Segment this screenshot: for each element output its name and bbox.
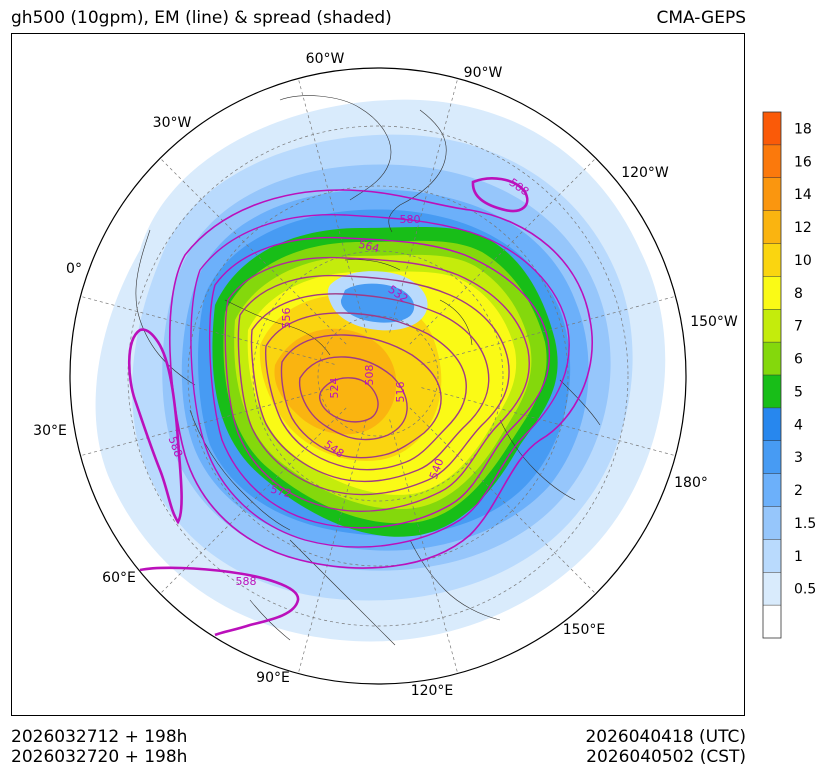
contour-label: 580 [400, 213, 421, 226]
spread-shade-core-north-inner [340, 283, 415, 323]
meridian-line [409, 407, 597, 595]
map-frame [11, 33, 745, 716]
contour-label: 572 [269, 483, 293, 501]
lon-label-150w: 150°W [690, 314, 738, 330]
meridian-line [389, 419, 459, 674]
colorbar-swatch [763, 144, 781, 178]
colorbar-swatch [763, 309, 781, 343]
lon-label-60e: 60°E [102, 570, 136, 586]
meridian-line [421, 295, 676, 365]
meridian-line [297, 419, 367, 674]
colorbar-label: 6 [794, 352, 803, 368]
init-time-utc: 2026032712 + 198h [11, 727, 188, 747]
lon-label-120e: 120°E [411, 683, 454, 699]
lon-label-60w: 60°W [306, 51, 345, 67]
init-time-cst: 2026032720 + 198h [11, 747, 188, 767]
colorbar-swatch [763, 177, 781, 211]
contour-label: 564 [357, 238, 381, 256]
colorbar-swatch [763, 112, 781, 145]
colorbar-label: 18 [794, 121, 812, 137]
colorbar-swatch [763, 473, 781, 507]
colorbar-label: 10 [794, 253, 812, 269]
colorbar-swatch [763, 506, 781, 540]
longitude-label-group: 60°W 90°W 30°W 120°W 0° 150°W 30°E 180° … [33, 51, 738, 699]
colorbar-label: 0.5 [794, 582, 816, 598]
valid-time-cst: 2026040502 (CST) [586, 747, 746, 767]
colorbar-label: 3 [794, 450, 803, 466]
lon-label-150e: 150°E [563, 622, 606, 638]
meridian-line [80, 295, 335, 365]
meridian-line [159, 157, 347, 345]
valid-time-utc: 2026040418 (UTC) [585, 727, 746, 747]
init-time-block: 2026032712 + 198h 2026032720 + 198h [11, 727, 187, 767]
map-boundary [69, 67, 687, 685]
meridian-line [389, 78, 459, 333]
colorbar-label: 1 [794, 549, 803, 565]
contour-label: 524 [328, 378, 341, 399]
meridian-line [409, 157, 597, 345]
lon-label-90e: 90°E [256, 670, 290, 686]
model-name: CMA-GEPS [656, 8, 746, 28]
lon-label-30w: 30°W [153, 115, 192, 131]
chart-title: gh500 (10gpm), EM (line) & spread (shade… [11, 8, 392, 28]
contour-label: 556 [280, 308, 293, 329]
colorbar-label: 4 [794, 417, 803, 433]
colorbar-label: 12 [794, 220, 812, 236]
colorbar-label: 2 [794, 483, 803, 499]
colorbar-label: 8 [794, 286, 803, 302]
spread-shade-12 [274, 328, 397, 435]
lon-label-120w: 120°W [621, 165, 669, 181]
colorbar-swatch [763, 440, 781, 474]
colorbar-label: 16 [794, 154, 812, 170]
colorbar-swatch [763, 342, 781, 375]
lon-label-90w: 90°W [464, 65, 503, 81]
colorbar-label: 5 [794, 384, 803, 400]
contour-label-group: 588 580 564 532 556 508 524 516 548 540 … [166, 176, 532, 588]
meridian-line [297, 78, 367, 333]
meridian-line [421, 387, 676, 457]
lon-label-0: 0° [66, 261, 82, 277]
meridian-line [159, 407, 347, 595]
contour-label: 508 [363, 365, 376, 386]
colorbar-swatch [763, 243, 781, 277]
colorbar-swatch [763, 375, 781, 408]
colorbar-label: 14 [794, 187, 812, 203]
meridian-line [80, 387, 335, 457]
colorbar-swatch [763, 572, 781, 606]
colorbar-label: 1.5 [794, 516, 816, 532]
valid-time-block: 2026040418 (UTC) 2026040502 (CST) [585, 727, 746, 767]
lon-label-180: 180° [674, 475, 708, 491]
lon-label-30e: 30°E [33, 423, 67, 439]
colorbar-swatch [763, 276, 781, 310]
contour-label: 588 [236, 575, 257, 588]
colorbar-swatch [763, 605, 781, 638]
colorbar-label: 7 [794, 319, 803, 335]
contour-label: 516 [394, 382, 407, 403]
colorbar-swatch [763, 407, 781, 441]
contours [127, 177, 594, 637]
colorbar: 0.5 1 1.5 2 3 4 5 6 7 8 10 12 14 16 18 [762, 111, 816, 639]
colorbar-swatch [763, 210, 781, 244]
meridians [80, 78, 676, 674]
colorbar-swatch [763, 539, 781, 573]
